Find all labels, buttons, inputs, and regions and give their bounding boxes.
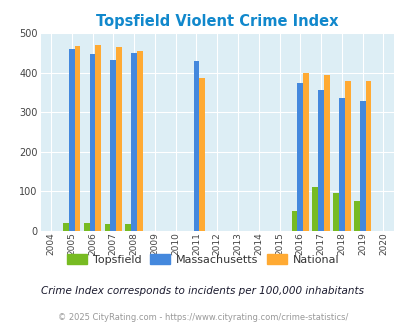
Bar (95, 45, 101, 231)
Bar (125, 224, 131, 231)
Bar (83, 223, 90, 231)
Bar (63, 223, 69, 231)
Bar (323, 75, 329, 231)
Bar (338, 98, 344, 231)
Text: © 2025 CityRating.com - https://www.cityrating.com/crime-statistics/: © 2025 CityRating.com - https://www.city… (58, 313, 347, 322)
Text: Crime Index corresponds to incidents per 100,000 inhabitants: Crime Index corresponds to incidents per… (41, 286, 364, 296)
Bar (318, 90, 323, 231)
Bar (353, 201, 359, 231)
Bar (333, 193, 338, 231)
Bar (69, 49, 75, 231)
Bar (90, 53, 95, 231)
Bar (136, 51, 143, 231)
Bar (75, 46, 80, 231)
Bar (199, 78, 205, 231)
Bar (110, 60, 116, 231)
Bar (364, 81, 371, 231)
Bar (303, 73, 308, 231)
Bar (344, 81, 350, 231)
Bar (311, 187, 318, 231)
Bar (104, 224, 110, 231)
Bar (291, 211, 297, 231)
Title: Topsfield Violent Crime Index: Topsfield Violent Crime Index (96, 14, 338, 29)
Legend: Topsfield, Massachusetts, National: Topsfield, Massachusetts, National (62, 250, 343, 269)
Bar (131, 53, 136, 231)
Bar (116, 47, 122, 231)
Bar (193, 61, 199, 231)
Bar (297, 82, 303, 231)
Bar (359, 101, 364, 231)
